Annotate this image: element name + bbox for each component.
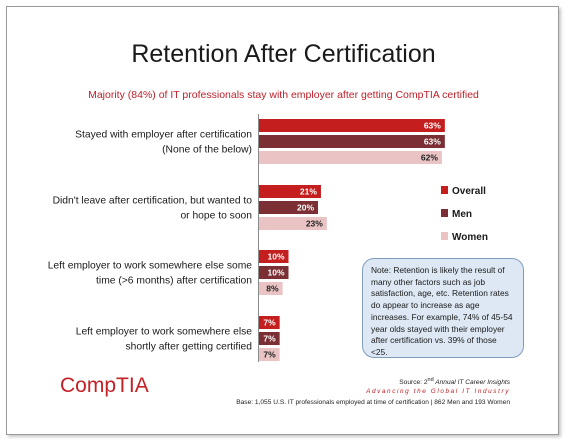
- logo-tia-text: TIA: [116, 374, 149, 397]
- bar-overall-2: [259, 185, 321, 198]
- bar-men-1: [259, 135, 445, 148]
- data-label-overall-4: 7%: [263, 318, 276, 328]
- category-label-4-line-1: Left employer to work somewhere else: [76, 327, 253, 338]
- bar-overall-3: [259, 250, 289, 263]
- bar-women-4: [259, 348, 280, 361]
- legend-swatch-overall: [441, 186, 448, 194]
- bar-women-2: [259, 217, 327, 230]
- category-label-3-line-2: time (>6 months) after certification: [96, 276, 252, 287]
- category-label-2-line-1: Didn't leave after certification, but wa…: [53, 196, 253, 207]
- base-note: Base: 1,055 U.S. IT professionals employ…: [236, 399, 510, 406]
- category-labels-layer: Stayed with employer after certification…: [48, 130, 253, 353]
- category-label-1-line-1: Stayed with employer after certification: [75, 130, 252, 141]
- tagline: Advancing the Global IT Industry: [366, 388, 510, 395]
- legend-swatch-women: [441, 232, 448, 240]
- legend-label-women: Women: [452, 232, 488, 243]
- legend-label-overall: Overall: [452, 186, 486, 197]
- bar-men-3: [259, 266, 289, 279]
- category-label-4-line-2: shortly after getting certified: [126, 342, 253, 353]
- data-label-men-4: 7%: [263, 334, 276, 344]
- source-superscript: nd: [427, 377, 434, 383]
- logo-comp-text: Comp: [60, 374, 117, 397]
- bar-women-1: [259, 151, 442, 164]
- legend-label-men: Men: [452, 209, 472, 220]
- source-prefix: Source: 2: [399, 379, 428, 387]
- data-label-overall-2: 21%: [300, 187, 317, 197]
- data-label-overall-1: 63%: [424, 121, 441, 131]
- category-label-1-line-2: (None of the below): [162, 145, 252, 156]
- bar-overall-4: [259, 316, 280, 329]
- bar-men-2: [259, 201, 318, 214]
- data-label-women-2: 23%: [306, 219, 323, 229]
- data-label-women-1: 62%: [421, 153, 438, 163]
- data-label-men-2: 20%: [297, 203, 314, 213]
- note-callout: Note: Retention is likely the result of …: [362, 258, 524, 358]
- bar-men-4: [259, 332, 280, 345]
- bars-layer: 63% 63% 62% 21% 20% 23% 10% 10% 8% 7% 7% 7%: [259, 119, 445, 361]
- data-label-men-1: 63%: [424, 137, 441, 147]
- chart-subtitle: Majority (84%) of IT professionals stay …: [88, 89, 479, 101]
- category-label-3-line-1: Left employer to work somewhere else som…: [48, 261, 253, 272]
- comptia-logo: CompTIA: [60, 374, 149, 398]
- data-label-women-4: 7%: [263, 350, 276, 360]
- source-title: Annual IT Career Insights: [433, 379, 510, 387]
- category-label-2-line-2: or hope to soon: [180, 211, 252, 222]
- data-label-men-3: 10%: [267, 268, 284, 278]
- legend: Overall Men Women: [441, 186, 488, 243]
- chart-title: Retention After Certification: [131, 40, 436, 68]
- bar-overall-1: [259, 119, 445, 132]
- source-note: Source: 2nd Annual IT Career Insights: [399, 377, 510, 386]
- data-label-women-3: 8%: [266, 284, 279, 294]
- data-label-overall-3: 10%: [267, 252, 284, 262]
- legend-swatch-men: [441, 209, 448, 217]
- bar-women-3: [259, 282, 283, 295]
